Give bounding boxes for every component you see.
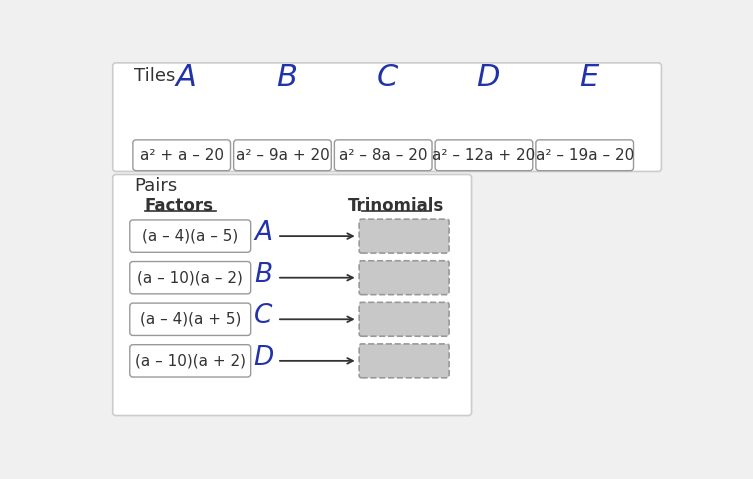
FancyBboxPatch shape bbox=[334, 140, 432, 171]
Text: a² – 19a – 20: a² – 19a – 20 bbox=[535, 148, 634, 163]
FancyBboxPatch shape bbox=[130, 220, 251, 252]
FancyBboxPatch shape bbox=[113, 63, 661, 171]
Text: a² – 12a + 20: a² – 12a + 20 bbox=[432, 148, 535, 163]
FancyBboxPatch shape bbox=[130, 303, 251, 335]
FancyBboxPatch shape bbox=[359, 219, 449, 253]
Text: A: A bbox=[175, 63, 196, 92]
Text: Factors: Factors bbox=[145, 197, 214, 215]
FancyBboxPatch shape bbox=[536, 140, 633, 171]
FancyBboxPatch shape bbox=[233, 140, 331, 171]
Text: (a – 4)(a + 5): (a – 4)(a + 5) bbox=[139, 312, 241, 327]
FancyBboxPatch shape bbox=[359, 261, 449, 295]
Text: (a – 10)(a + 2): (a – 10)(a + 2) bbox=[135, 354, 245, 368]
FancyBboxPatch shape bbox=[359, 344, 449, 378]
Text: E: E bbox=[579, 63, 598, 92]
Text: B: B bbox=[276, 63, 297, 92]
FancyBboxPatch shape bbox=[133, 140, 230, 171]
Text: a² – 8a – 20: a² – 8a – 20 bbox=[339, 148, 428, 163]
FancyBboxPatch shape bbox=[130, 345, 251, 377]
Text: C: C bbox=[376, 63, 398, 92]
Text: (a – 10)(a – 2): (a – 10)(a – 2) bbox=[137, 270, 243, 285]
Text: C: C bbox=[254, 303, 273, 329]
Text: A: A bbox=[254, 220, 272, 246]
Text: Pairs: Pairs bbox=[135, 177, 178, 195]
Text: a² – 9a + 20: a² – 9a + 20 bbox=[236, 148, 329, 163]
Text: B: B bbox=[254, 262, 272, 287]
Text: D: D bbox=[253, 345, 273, 371]
FancyBboxPatch shape bbox=[130, 262, 251, 294]
FancyBboxPatch shape bbox=[359, 302, 449, 336]
Text: Trinomials: Trinomials bbox=[348, 197, 444, 215]
Text: D: D bbox=[476, 63, 499, 92]
Text: Tiles: Tiles bbox=[135, 67, 175, 85]
FancyBboxPatch shape bbox=[435, 140, 533, 171]
FancyBboxPatch shape bbox=[113, 174, 471, 415]
Text: (a – 4)(a – 5): (a – 4)(a – 5) bbox=[142, 228, 239, 244]
Text: a² + a – 20: a² + a – 20 bbox=[140, 148, 224, 163]
